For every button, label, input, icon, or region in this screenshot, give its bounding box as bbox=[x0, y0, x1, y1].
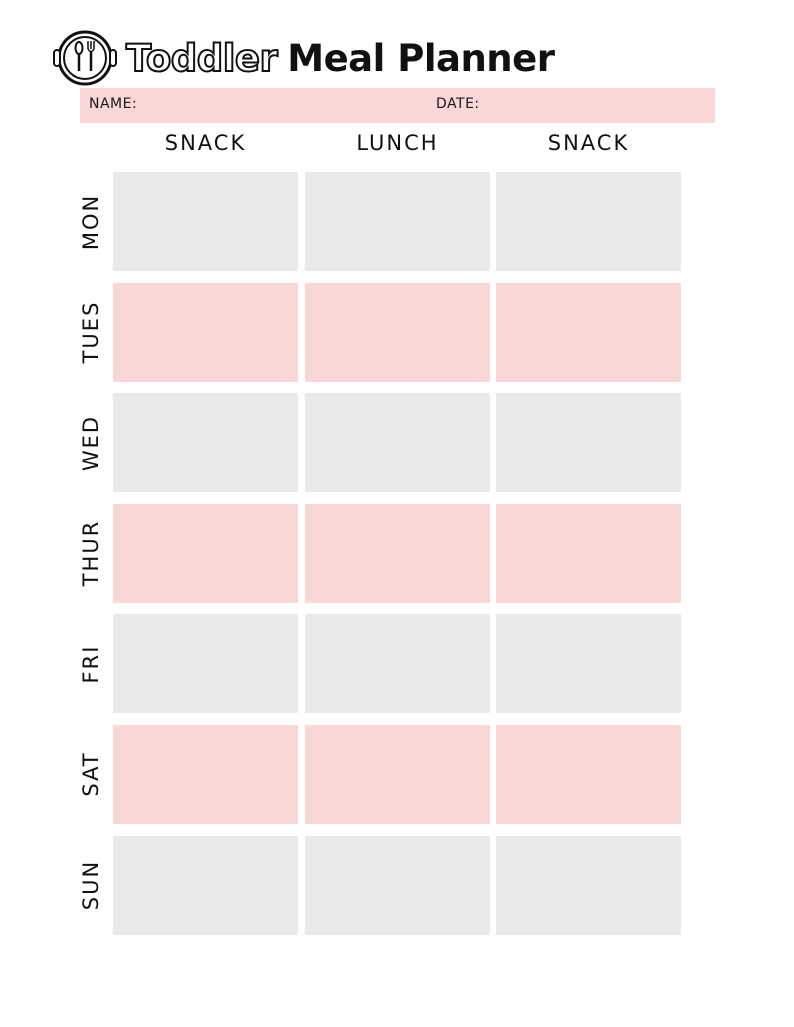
name-label: NAME: bbox=[89, 96, 138, 112]
meal-cell-tues-lunch[interactable] bbox=[305, 283, 490, 382]
meal-cell-sat-lunch[interactable] bbox=[305, 725, 490, 824]
meal-cell-fri-snack-2[interactable] bbox=[496, 614, 681, 713]
column-header-snack-2: SNACK bbox=[547, 131, 630, 155]
meal-cell-mon-snack-1[interactable] bbox=[113, 172, 298, 271]
title-outline-word: Toddler bbox=[125, 36, 279, 80]
meal-cell-mon-snack-2[interactable] bbox=[496, 172, 681, 271]
meal-cell-thur-lunch[interactable] bbox=[305, 504, 490, 603]
meal-cell-fri-lunch[interactable] bbox=[305, 614, 490, 713]
meal-cell-fri-snack-1[interactable] bbox=[113, 614, 298, 713]
meal-cell-sun-snack-2[interactable] bbox=[496, 836, 681, 935]
page-header: Toddler Meal Planner bbox=[52, 28, 555, 88]
meal-cell-sun-lunch[interactable] bbox=[305, 836, 490, 935]
column-header-lunch: LUNCH bbox=[356, 131, 439, 155]
meal-cell-wed-lunch[interactable] bbox=[305, 393, 490, 492]
meal-cell-wed-snack-1[interactable] bbox=[113, 393, 298, 492]
meal-cell-wed-snack-2[interactable] bbox=[496, 393, 681, 492]
column-header-snack-1: SNACK bbox=[164, 131, 247, 155]
meal-cell-sat-snack-1[interactable] bbox=[113, 725, 298, 824]
meal-cell-mon-lunch[interactable] bbox=[305, 172, 490, 271]
meal-cell-sun-snack-1[interactable] bbox=[113, 836, 298, 935]
meal-cell-sat-snack-2[interactable] bbox=[496, 725, 681, 824]
name-date-bar: NAME: DATE: bbox=[80, 88, 715, 123]
date-label: DATE: bbox=[436, 96, 480, 112]
meal-cell-tues-snack-2[interactable] bbox=[496, 283, 681, 382]
page-title: Toddler Meal Planner bbox=[125, 36, 555, 80]
meal-cell-thur-snack-2[interactable] bbox=[496, 504, 681, 603]
meal-cell-tues-snack-1[interactable] bbox=[113, 283, 298, 382]
plate-fork-spoon-icon bbox=[53, 30, 117, 86]
meal-cell-thur-snack-1[interactable] bbox=[113, 504, 298, 603]
title-solid-words: Meal Planner bbox=[287, 36, 555, 80]
